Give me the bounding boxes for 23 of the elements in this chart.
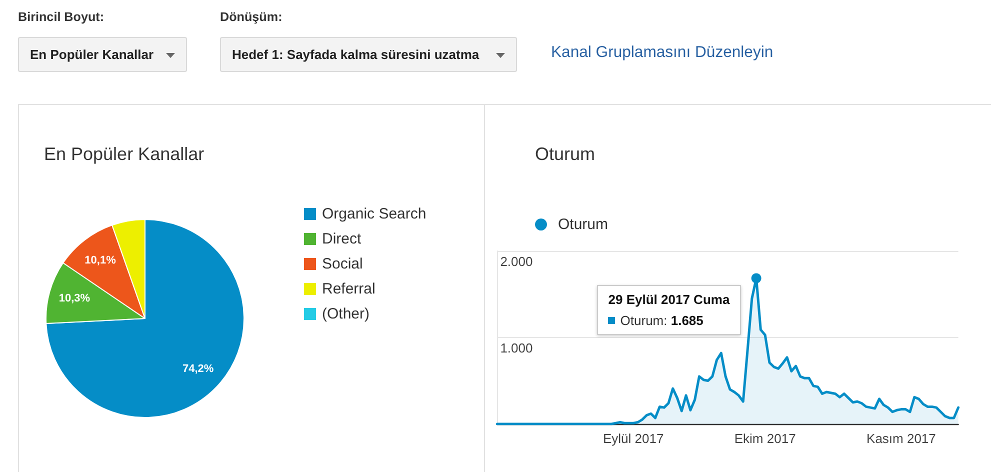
legend-label: Direct [322, 230, 362, 248]
data-label: 10,1% [84, 254, 116, 266]
legend-label: Referral [322, 280, 376, 298]
legend-label: Social [322, 256, 363, 272]
x-tick-label: Eylül 2017 [602, 431, 664, 446]
chart-title: En Popüler Kanallar [44, 144, 204, 164]
text: Kanal Gruplamasını Düzenleyin [551, 44, 774, 62]
legend-label: Organic Search [322, 206, 426, 222]
y-tick-label: 2.000 [500, 254, 533, 269]
text: Birincil Boyut: [18, 10, 104, 24]
dropdown: En Popüler Kanallar [18, 37, 187, 72]
legend-label: Oturum [558, 216, 608, 233]
data-label: 74,2% [182, 362, 214, 375]
chart-title: Oturum [535, 144, 596, 164]
x-tick-label: Ekim 2017 [734, 431, 796, 446]
data-label: 10,3% [58, 292, 90, 305]
text: Dönüşüm: [220, 10, 282, 24]
dropdown: Hedef 1: Sayfada kalma süresini uzatma [220, 37, 517, 72]
annotation: 29 Eylül 2017 Cuma Oturum: 1.685 [608, 291, 730, 328]
tooltip: 29 Eylül 2017 Cuma Oturum: 1.685 [597, 285, 741, 336]
x-tick-label: Kasım 2017 [866, 431, 936, 446]
y-tick-label: 1.000 [500, 340, 533, 356]
legend-label: (Other) [322, 306, 370, 322]
